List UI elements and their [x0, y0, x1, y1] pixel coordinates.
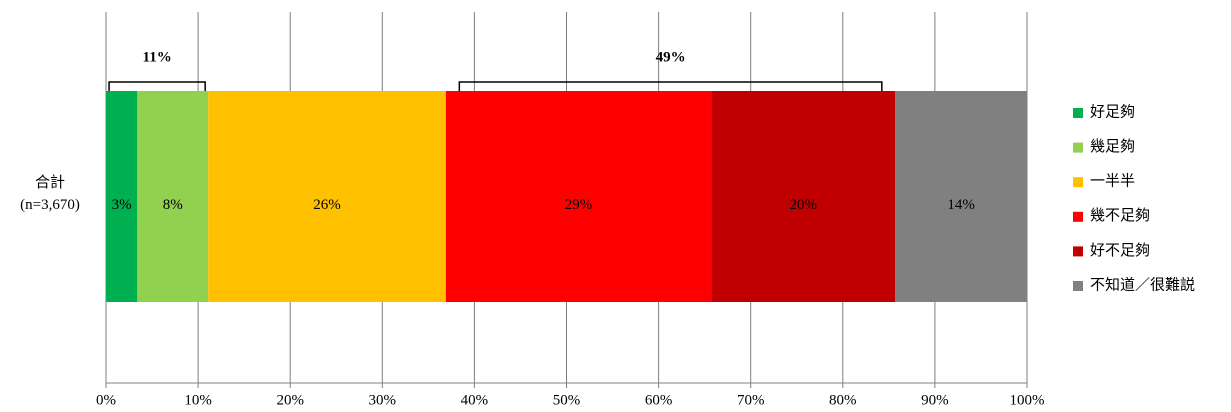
x-tick-label: 20% [276, 392, 304, 408]
x-tick-label: 60% [645, 392, 673, 408]
legend-swatch [1073, 177, 1083, 188]
legend-swatch [1073, 246, 1083, 257]
legend-label: 幾足夠 [1090, 138, 1135, 155]
legend-label: 幾不足夠 [1090, 207, 1150, 224]
bar-segment [895, 91, 1027, 302]
legend-label: 好不足夠 [1090, 242, 1150, 259]
data-label: 29% [565, 197, 593, 213]
legend-swatch [1073, 108, 1083, 118]
bar-segment [106, 91, 138, 302]
data-label: 8% [163, 197, 183, 213]
annotation: 11% [143, 49, 172, 65]
legend-label: 不知道／很難説 [1090, 276, 1195, 293]
x-tick-label: 40% [461, 392, 489, 408]
bar-segment [445, 91, 712, 302]
bar-segment [208, 91, 446, 302]
bar-segment [711, 91, 896, 302]
x-tick-label: 50% [553, 392, 581, 408]
data-label: 20% [789, 197, 817, 213]
x-tick-label: 70% [737, 392, 765, 408]
legend-label: 一半半 [1090, 173, 1135, 190]
data-label: 26% [313, 197, 341, 213]
x-tick-label: 10% [184, 392, 212, 408]
legend-swatch [1073, 281, 1083, 291]
data-label: 3% [112, 197, 132, 213]
annotation: 49% [656, 49, 686, 65]
legend-swatch [1073, 142, 1083, 153]
legend-swatch [1073, 211, 1083, 222]
legend-label: 好足夠 [1090, 103, 1135, 120]
x-tick-label: 30% [369, 392, 397, 408]
bracket [108, 81, 206, 91]
data-label: 14% [947, 197, 975, 213]
bracket [458, 81, 883, 91]
x-tick-label: 80% [829, 392, 857, 408]
x-tick-label: 100% [1010, 392, 1045, 408]
bar-segment [137, 91, 209, 302]
x-tick-label: 0% [96, 392, 116, 408]
category-label: 合計 (n=3,670) [20, 175, 80, 213]
x-tick-label: 90% [921, 392, 949, 408]
